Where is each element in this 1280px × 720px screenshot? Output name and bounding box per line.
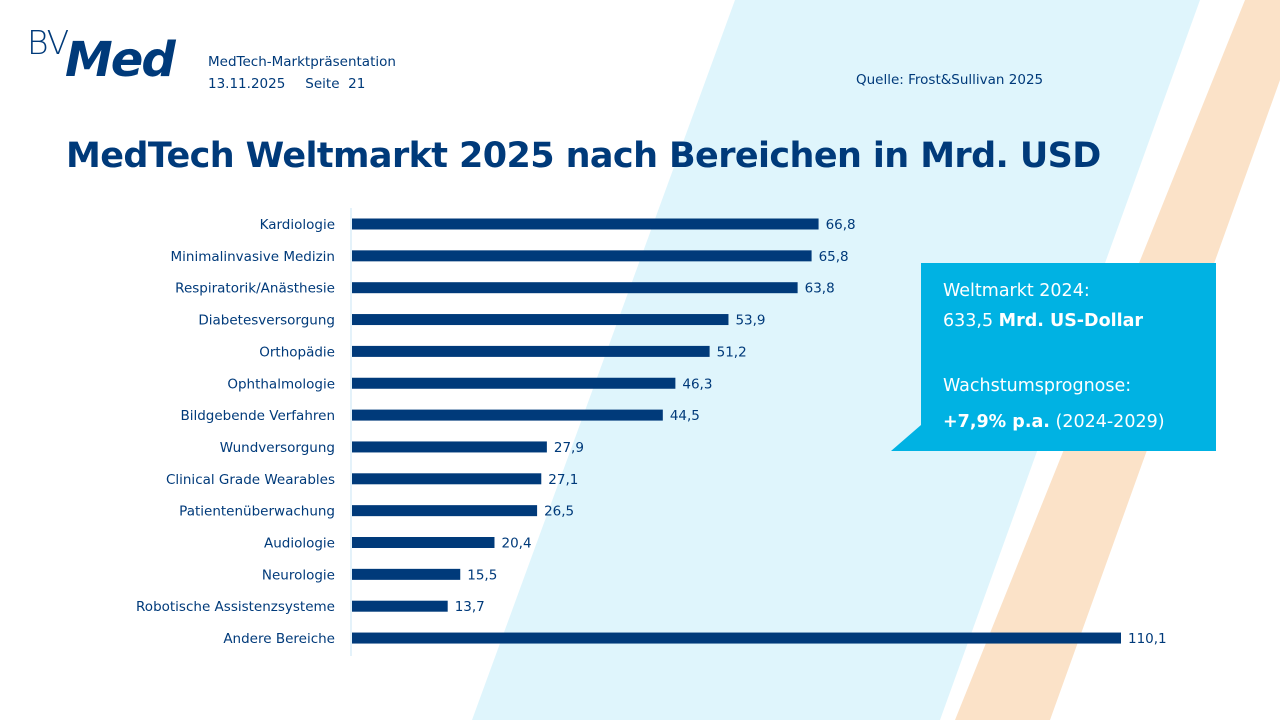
presentation-name: MedTech-Marktpräsentation	[208, 54, 396, 70]
callout-market-unit: Mrd. US-Dollar	[998, 311, 1144, 331]
value-label: 51,2	[717, 344, 747, 360]
value-label: 13,7	[455, 599, 485, 615]
bvmed-logo: BV Med	[27, 26, 192, 90]
value-label: 46,3	[682, 376, 712, 392]
category-label: Orthopädie	[259, 344, 335, 360]
category-label: Andere Bereiche	[223, 631, 335, 647]
value-label: 66,8	[826, 217, 856, 233]
value-label: 63,8	[805, 281, 835, 297]
bar	[352, 218, 819, 230]
market-summary-callout: Weltmarkt 2024: 633,5 Mrd. US-Dollar Wac…	[921, 263, 1216, 451]
bar	[352, 409, 663, 421]
presentation-date: 13.11.2025	[208, 76, 286, 92]
category-label: Patientenüberwachung	[179, 504, 335, 520]
bar	[352, 600, 448, 612]
category-label: Ophthalmologie	[227, 376, 335, 392]
category-label: Robotische Assistenzsysteme	[136, 599, 335, 615]
bar	[352, 568, 461, 580]
category-label: Diabetesversorgung	[198, 313, 335, 329]
bar	[352, 377, 676, 389]
category-label: Kardiologie	[260, 217, 335, 233]
bar	[352, 250, 812, 262]
callout-growth-label: Wachstumsprognose:	[943, 376, 1132, 396]
light-blue-stripe	[472, 0, 1200, 720]
category-label: Minimalinvasive Medizin	[171, 249, 336, 265]
value-label: 20,4	[501, 536, 531, 552]
page-number: 21	[348, 76, 366, 92]
callout-market-value: 633,5 Mrd. US-Dollar	[943, 311, 1143, 331]
value-label: 53,9	[735, 313, 765, 329]
bar	[352, 441, 547, 453]
logo-main: Med	[65, 32, 176, 88]
category-label: Audiologie	[264, 536, 335, 552]
category-label: Respiratorik/Anästhesie	[175, 281, 335, 297]
callout-growth-rate: +7,9% p.a.	[943, 412, 1050, 432]
callout-market-label: Weltmarkt 2024:	[943, 281, 1090, 301]
bar	[352, 473, 542, 485]
logo-prefix: BV	[27, 23, 69, 62]
callout-growth-period: (2024-2029)	[1049, 412, 1165, 432]
category-label: Bildgebende Verfahren	[180, 408, 335, 424]
callout-growth-value: +7,9% p.a. (2024-2029)	[943, 412, 1165, 432]
source-note: Quelle: Frost&Sullivan 2025	[856, 72, 1044, 88]
value-label: 26,5	[544, 504, 574, 520]
chart-title: MedTech Weltmarkt 2025 nach Bereichen in…	[66, 136, 1101, 176]
category-label: Clinical Grade Wearables	[166, 472, 335, 488]
category-label: Neurologie	[262, 567, 335, 583]
presentation-meta: MedTech-Marktpräsentation 13.11.2025 Seit…	[208, 51, 396, 95]
bar	[352, 537, 495, 548]
callout-tail	[891, 425, 921, 451]
bar	[352, 282, 798, 294]
value-label: 65,8	[819, 249, 849, 265]
bar	[352, 314, 729, 326]
page-label: Seite	[305, 76, 340, 92]
bar	[352, 505, 538, 517]
category-label: Wundversorgung	[220, 440, 335, 456]
bar	[352, 345, 710, 357]
value-label: 27,9	[554, 440, 584, 456]
callout-market-number: 633,5	[943, 311, 999, 331]
value-label: 110,1	[1128, 631, 1167, 647]
bar	[352, 632, 1121, 644]
value-label: 44,5	[670, 408, 700, 424]
value-label: 15,5	[467, 567, 497, 583]
value-label: 27,1	[548, 472, 578, 488]
